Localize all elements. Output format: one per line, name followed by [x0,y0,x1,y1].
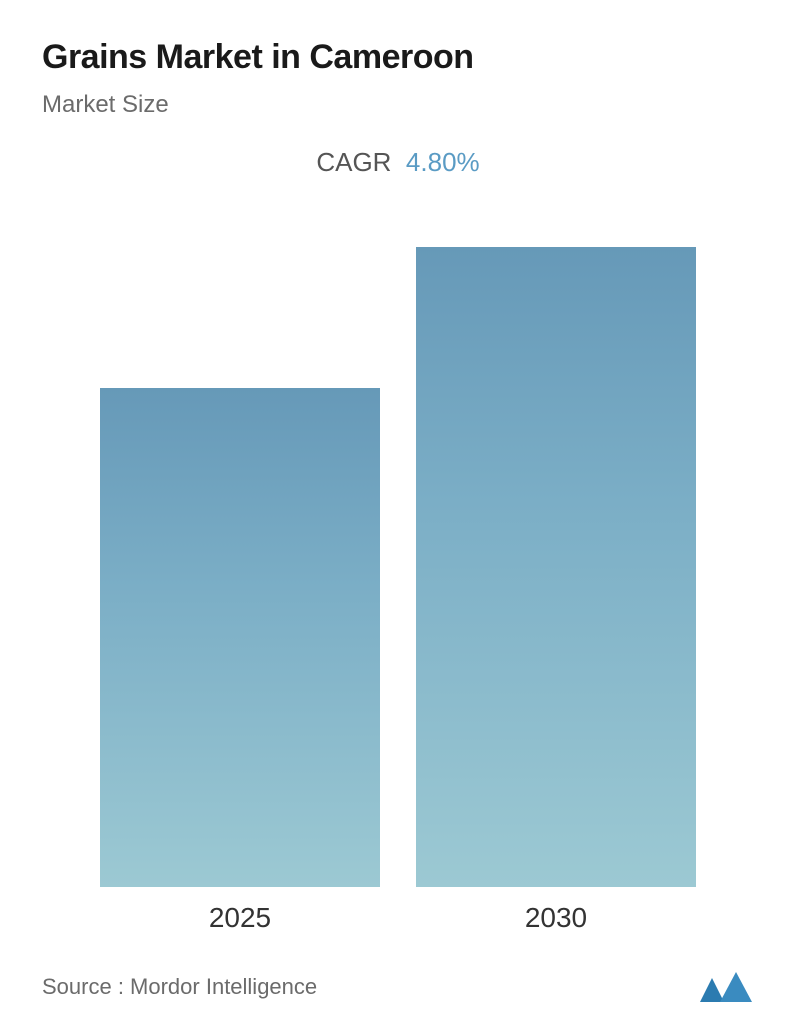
cagr-row: CAGR 4.80% [42,147,754,178]
bar-group-0 [100,388,380,887]
bar-group-1 [416,247,696,887]
chart-subtitle: Market Size [42,91,754,119]
bar-chart [42,248,754,888]
bar-0 [100,388,380,887]
x-axis-labels: 2025 2030 [42,888,754,934]
x-label-1: 2030 [416,902,696,934]
x-label-0: 2025 [100,902,380,934]
bar-1 [416,247,696,887]
cagr-label: CAGR [316,147,391,177]
source-text: Source : Mordor Intelligence [42,974,317,1000]
chart-title: Grains Market in Cameroon [42,38,754,77]
cagr-value: 4.80% [406,147,480,177]
brand-logo-icon [698,968,754,1006]
chart-container: Grains Market in Cameroon Market Size CA… [0,0,796,1034]
footer: Source : Mordor Intelligence [42,968,754,1006]
